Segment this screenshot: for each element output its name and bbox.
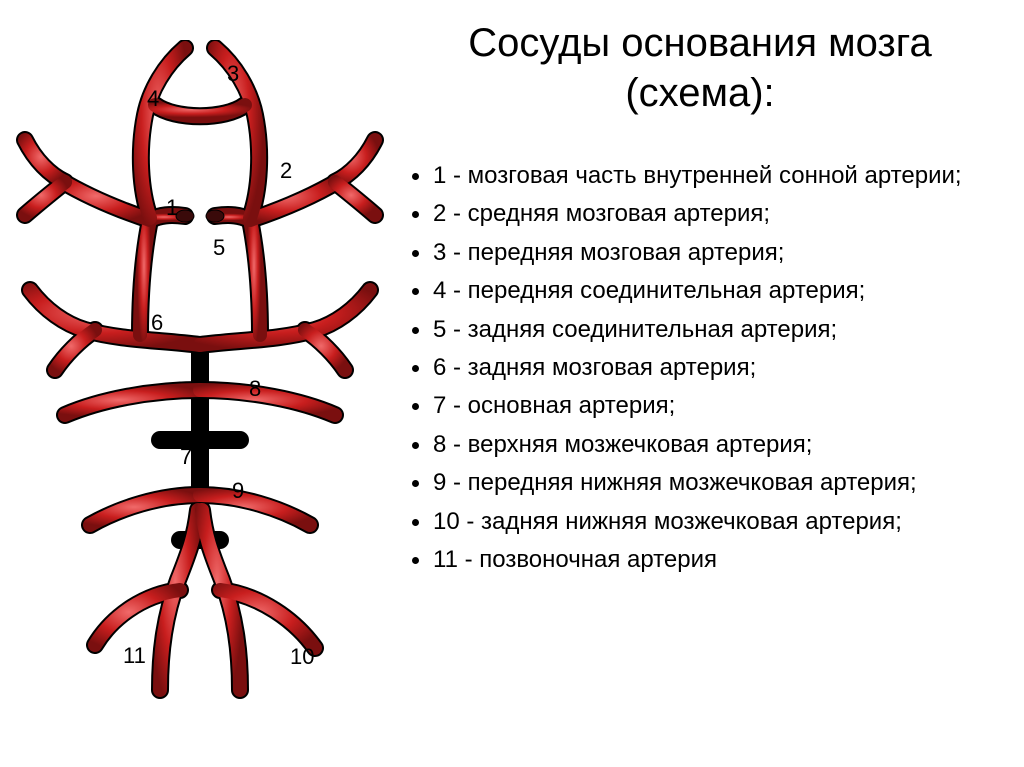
diagram-label: 11 [123, 643, 146, 669]
legend-text: 10 - задняя нижняя мозжечковая артерия; [433, 506, 1000, 538]
legend-item: 4 - передняя соединительная артерия; [400, 275, 1000, 307]
legend-text: 8 - верхняя мозжечковая артерия; [433, 429, 1000, 461]
diagram-label: 1 [166, 195, 178, 221]
legend-text: 9 - передняя нижняя мозжечковая артерия; [433, 467, 1000, 499]
diagram-label: 3 [227, 61, 239, 87]
diagram-label: 6 [151, 310, 163, 336]
diagram-label: 8 [249, 376, 261, 402]
bullet-icon [412, 557, 419, 564]
bullet-icon [412, 365, 419, 372]
legend-item: 6 - задняя мозговая артерия; [400, 352, 1000, 384]
artery-svg [10, 40, 390, 720]
artery-diagram: 1 2 3 4 5 6 7 8 9 10 11 [10, 40, 390, 720]
legend-item: 8 - верхняя мозжечковая артерия; [400, 429, 1000, 461]
bullet-icon [412, 288, 419, 295]
legend-item: 9 - передняя нижняя мозжечковая артерия; [400, 467, 1000, 499]
diagram-label: 4 [147, 86, 159, 112]
legend-text: 6 - задняя мозговая артерия; [433, 352, 1000, 384]
bullet-icon [412, 327, 419, 334]
legend-text: 3 - передняя мозговая артерия; [433, 237, 1000, 269]
bullet-icon [412, 442, 419, 449]
diagram-label: 7 [180, 444, 192, 470]
diagram-label: 2 [280, 158, 292, 184]
bullet-icon [412, 250, 419, 257]
bullet-icon [412, 480, 419, 487]
bullet-icon [412, 211, 419, 218]
legend-text: 5 - задняя соединительная артерия; [433, 314, 1000, 346]
legend-text: 2 - средняя мозговая артерия; [433, 198, 1000, 230]
page-title: Сосуды основания мозга (схема): [400, 18, 1000, 118]
legend-item: 7 - основная артерия; [400, 390, 1000, 422]
bullet-icon [412, 519, 419, 526]
bullet-icon [412, 173, 419, 180]
legend-text: 11 - позвоночная артерия [433, 544, 1000, 576]
legend-text: 7 - основная артерия; [433, 390, 1000, 422]
legend-item: 11 - позвоночная артерия [400, 544, 1000, 576]
diagram-label: 10 [290, 644, 314, 670]
legend-item: 10 - задняя нижняя мозжечковая артерия; [400, 506, 1000, 538]
bullet-icon [412, 403, 419, 410]
legend-item: 1 - мозговая часть внутренней сонной арт… [400, 160, 1000, 192]
diagram-label: 9 [232, 478, 244, 504]
diagram-label: 5 [213, 235, 225, 261]
legend-item: 2 - средняя мозговая артерия; [400, 198, 1000, 230]
legend-text: 4 - передняя соединительная артерия; [433, 275, 1000, 307]
legend-item: 3 - передняя мозговая артерия; [400, 237, 1000, 269]
legend-item: 5 - задняя соединительная артерия; [400, 314, 1000, 346]
legend-list: 1 - мозговая часть внутренней сонной арт… [400, 160, 1000, 582]
legend-text: 1 - мозговая часть внутренней сонной арт… [433, 160, 1000, 192]
